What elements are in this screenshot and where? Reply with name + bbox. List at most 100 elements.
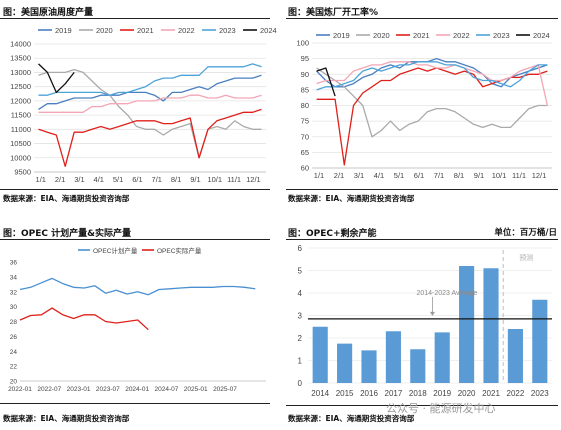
x-tick-label: 1/1 bbox=[36, 175, 46, 184]
panel2-source: 数据来源：EIA、海通期货投资咨询部 bbox=[288, 194, 415, 203]
x-tick-label: 2/1 bbox=[55, 175, 65, 184]
y-tick-label: 22 bbox=[10, 364, 18, 371]
refinery-utilization-chart: 60 65 70 75 80 85 90 95 100 1/1 2/1 3/1 4/1 5/1 6/1 7/1… bbox=[296, 31, 552, 180]
watermark: 公众号 · 能源研发中心 bbox=[386, 402, 496, 415]
panel2-title-rule bbox=[286, 18, 558, 19]
x-tick-label: 12/1 bbox=[246, 175, 261, 184]
legend-label: OPEC实际产量 bbox=[157, 246, 202, 255]
panel1-source-rule bbox=[0, 189, 270, 190]
y-tick-label: 24 bbox=[10, 349, 18, 356]
y-tick-label: 95 bbox=[301, 54, 309, 63]
x-tick-label: 10/1 bbox=[492, 171, 507, 180]
y-tick-label: 80 bbox=[301, 101, 309, 110]
panel3-source-rule bbox=[0, 403, 270, 404]
legend-label: 2021 bbox=[413, 31, 430, 40]
x-tick-label: 2024-07 bbox=[154, 386, 178, 393]
y-tick-label: 13500 bbox=[10, 54, 31, 63]
legend-label: 2022 bbox=[453, 31, 470, 40]
bar-2020 bbox=[459, 266, 475, 383]
series-line-2022 bbox=[38, 94, 262, 113]
bar-2023 bbox=[532, 299, 548, 383]
x-tick-label: 5/1 bbox=[113, 175, 123, 184]
y-tick-label: 9500 bbox=[14, 168, 31, 177]
legend-label: OPEC计划产量 bbox=[93, 246, 138, 255]
opec-production-chart: 20 22 24 26 28 30 32 34 36 2022-01 2022-07 2023-01 2… bbox=[8, 246, 266, 393]
legend-label: 2023 bbox=[219, 26, 236, 35]
panel2-title: 图：美国炼厂开工率% bbox=[288, 8, 379, 18]
bar-2017 bbox=[385, 331, 401, 383]
legend-label: 2023 bbox=[493, 31, 510, 40]
panel2-source-rule bbox=[286, 189, 558, 190]
y-tick-label: 10500 bbox=[10, 139, 31, 148]
panel4-source-rule bbox=[286, 405, 558, 406]
y-tick-label: 34 bbox=[10, 274, 18, 281]
series-line-2020 bbox=[316, 67, 548, 138]
x-tick-label: 2/1 bbox=[334, 171, 344, 180]
y-tick-label: 0 bbox=[298, 379, 303, 388]
x-tick-label: 2023 bbox=[531, 389, 549, 398]
x-tick-label: 2022-01 bbox=[8, 386, 32, 393]
y-tick-label: 65 bbox=[301, 148, 309, 157]
series-line-2024 bbox=[316, 67, 336, 97]
legend-label: 2020 bbox=[373, 31, 390, 40]
legend-label: 2024 bbox=[260, 26, 277, 35]
panel3-title-rule bbox=[0, 239, 270, 240]
x-tick-label: 2025-07 bbox=[213, 386, 237, 393]
y-tick-label: 11500 bbox=[11, 111, 31, 120]
series-line-2021 bbox=[38, 108, 262, 167]
y-tick-label: 30 bbox=[10, 304, 18, 311]
x-tick-label: 12/1 bbox=[532, 171, 547, 180]
y-tick-label: 13000 bbox=[10, 68, 31, 77]
x-tick-label: 8/1 bbox=[171, 175, 181, 184]
panel1-title-rule bbox=[0, 18, 270, 19]
y-tick-label: 11000 bbox=[11, 125, 31, 134]
series-line-2023 bbox=[38, 63, 262, 96]
x-tick-label: 10/1 bbox=[207, 175, 222, 184]
legend-label: 2022 bbox=[178, 26, 195, 35]
y-tick-label: 4 bbox=[298, 289, 303, 298]
y-tick-label: 12000 bbox=[10, 96, 31, 105]
bar-2015 bbox=[337, 343, 353, 383]
y-tick-label: 75 bbox=[301, 117, 309, 126]
series-line-OPEC实际产量 bbox=[19, 307, 149, 331]
bar-2014 bbox=[312, 326, 328, 383]
legend-label: 2020 bbox=[96, 26, 113, 35]
y-tick-label: 6 bbox=[298, 244, 303, 253]
panel1-source: 数据来源：EIA、海通期货投资咨询部 bbox=[3, 194, 130, 203]
panel4-source: 数据来源：EIA、海通期货投资咨询部 bbox=[288, 414, 415, 423]
x-tick-label: 7/1 bbox=[434, 171, 444, 180]
series-line-2024 bbox=[38, 63, 75, 94]
x-tick-label: 2022-07 bbox=[37, 386, 61, 393]
y-tick-label: 14000 bbox=[10, 40, 31, 49]
x-tick-label: 2018 bbox=[409, 389, 427, 398]
y-tick-label: 10000 bbox=[10, 153, 31, 162]
x-tick-label: 1/1 bbox=[314, 171, 324, 180]
y-tick-label: 60 bbox=[301, 164, 309, 173]
x-tick-label: 9/1 bbox=[190, 175, 200, 184]
opec-spare-capacity-chart: 0 1 2 3 4 5 6 2014 2015 2016 2017 2018 2019 2020 2021 2… bbox=[298, 244, 552, 398]
y-tick-label: 85 bbox=[301, 85, 309, 94]
x-tick-label: 2023-07 bbox=[96, 386, 120, 393]
bar-2018 bbox=[410, 349, 426, 383]
x-tick-label: 4/1 bbox=[94, 175, 104, 184]
x-tick-label: 11/1 bbox=[512, 171, 526, 180]
y-tick-label: 70 bbox=[301, 132, 309, 141]
y-tick-label: 3 bbox=[298, 312, 303, 321]
x-tick-label: 2019 bbox=[433, 389, 451, 398]
x-tick-label: 3/1 bbox=[74, 175, 84, 184]
y-tick-label: 5 bbox=[298, 267, 303, 276]
y-tick-label: 1 bbox=[298, 357, 303, 366]
y-tick-label: 26 bbox=[10, 334, 18, 341]
x-tick-label: 7/1 bbox=[152, 175, 162, 184]
x-tick-label: 6/1 bbox=[414, 171, 424, 180]
y-tick-label: 100 bbox=[296, 39, 309, 48]
panel4-title-rule bbox=[286, 239, 558, 240]
bar-2016 bbox=[361, 350, 377, 383]
x-tick-label: 2017 bbox=[385, 389, 403, 398]
x-tick-label: 9/1 bbox=[474, 171, 484, 180]
legend-label: 2024 bbox=[533, 31, 550, 40]
x-tick-label: 2025-01 bbox=[184, 386, 208, 393]
x-tick-label: 3/1 bbox=[354, 171, 364, 180]
series-line-2022 bbox=[316, 61, 549, 106]
x-tick-label: 4/1 bbox=[374, 171, 384, 180]
